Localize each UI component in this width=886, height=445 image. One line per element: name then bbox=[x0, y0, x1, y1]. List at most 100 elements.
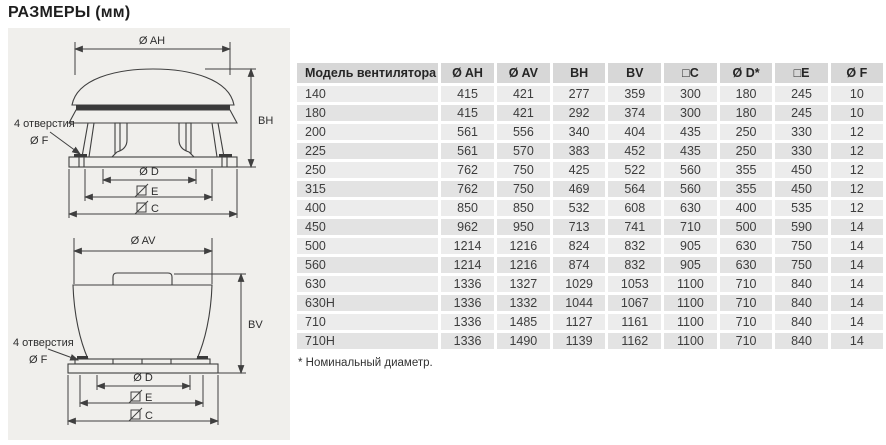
dim-e-top: E bbox=[83, 169, 214, 201]
dim-e-label: E bbox=[151, 186, 158, 198]
value-cell: 355 bbox=[719, 181, 773, 197]
table-row: 200 561 556 340 404 435 250 330 12 bbox=[297, 124, 883, 140]
value-cell: 400 bbox=[719, 200, 773, 216]
model-cell: 710 bbox=[297, 314, 439, 330]
value-cell: 832 bbox=[608, 257, 662, 273]
value-cell: 713 bbox=[552, 219, 606, 235]
value-cell: 359 bbox=[608, 86, 662, 102]
value-cell: 435 bbox=[664, 143, 717, 159]
page-title: РАЗМЕРЫ (мм) bbox=[8, 4, 131, 21]
value-cell: 404 bbox=[608, 124, 662, 140]
value-cell: 750 bbox=[496, 162, 550, 178]
value-cell: 905 bbox=[664, 257, 717, 273]
square-section-icon bbox=[134, 200, 149, 215]
holes-callout-top: 4 отверстия Ø F bbox=[14, 118, 81, 155]
value-cell: 1053 bbox=[608, 276, 662, 292]
value-cell: 840 bbox=[775, 333, 828, 349]
dim-d-top: Ø D bbox=[101, 166, 198, 184]
model-cell: 630 bbox=[297, 276, 439, 292]
holes-label-line1: 4 отверстия bbox=[13, 337, 74, 349]
dim-c-top: C bbox=[67, 169, 239, 218]
value-cell: 245 bbox=[775, 86, 828, 102]
value-cell: 630 bbox=[664, 200, 717, 216]
value-cell: 14 bbox=[830, 333, 883, 349]
dim-d-label: Ø D bbox=[133, 372, 153, 384]
value-cell: 560 bbox=[664, 162, 717, 178]
table-row: 710 1336 1485 1127 1161 1100 710 840 14 bbox=[297, 314, 883, 330]
value-cell: 630 bbox=[719, 238, 773, 254]
dim-d-label: Ø D bbox=[139, 166, 159, 178]
dim-av: Ø AV bbox=[72, 235, 214, 284]
value-cell: 1214 bbox=[441, 238, 494, 254]
value-cell: 750 bbox=[775, 257, 828, 273]
table-row: 500 1214 1216 824 832 905 630 750 14 bbox=[297, 238, 883, 254]
value-cell: 710 bbox=[719, 333, 773, 349]
value-cell: 1139 bbox=[552, 333, 606, 349]
fan-body bbox=[72, 284, 213, 360]
dim-bh: BH bbox=[205, 67, 273, 169]
value-cell: 300 bbox=[664, 86, 717, 102]
base-plate bbox=[68, 154, 238, 168]
value-cell: 564 bbox=[608, 181, 662, 197]
fan-skirt bbox=[68, 109, 238, 124]
value-cell: 710 bbox=[664, 219, 717, 235]
value-cell: 570 bbox=[496, 143, 550, 159]
model-cell: 315 bbox=[297, 181, 439, 197]
fan-rim bbox=[76, 105, 230, 110]
fan-cap bbox=[112, 272, 173, 286]
value-cell: 710 bbox=[719, 314, 773, 330]
value-cell: 522 bbox=[608, 162, 662, 178]
model-cell: 200 bbox=[297, 124, 439, 140]
dim-c-label: C bbox=[151, 203, 159, 215]
dim-e-bottom: E bbox=[78, 375, 205, 407]
model-cell: 450 bbox=[297, 219, 439, 235]
dim-c-label: C bbox=[145, 410, 153, 422]
table-row: 140 415 421 277 359 300 180 245 10 bbox=[297, 86, 883, 102]
model-cell: 560 bbox=[297, 257, 439, 273]
value-cell: 1336 bbox=[441, 314, 494, 330]
value-cell: 762 bbox=[441, 181, 494, 197]
header-dia-ah: Ø AH bbox=[441, 63, 494, 83]
value-cell: 950 bbox=[496, 219, 550, 235]
value-cell: 840 bbox=[775, 295, 828, 311]
value-cell: 14 bbox=[830, 276, 883, 292]
value-cell: 850 bbox=[496, 200, 550, 216]
value-cell: 425 bbox=[552, 162, 606, 178]
value-cell: 561 bbox=[441, 124, 494, 140]
holes-callout-bottom: 4 отверстия Ø F bbox=[13, 337, 80, 366]
value-cell: 710 bbox=[719, 276, 773, 292]
value-cell: 874 bbox=[552, 257, 606, 273]
value-cell: 1044 bbox=[552, 295, 606, 311]
value-cell: 330 bbox=[775, 143, 828, 159]
header-dia-d: Ø D* bbox=[719, 63, 773, 83]
header-bh: BH bbox=[552, 63, 606, 83]
header-dia-av: Ø AV bbox=[496, 63, 550, 83]
value-cell: 415 bbox=[441, 86, 494, 102]
value-cell: 450 bbox=[775, 162, 828, 178]
value-cell: 750 bbox=[496, 181, 550, 197]
table-row: 225 561 570 383 452 435 250 330 12 bbox=[297, 143, 883, 159]
value-cell: 590 bbox=[775, 219, 828, 235]
value-cell: 608 bbox=[608, 200, 662, 216]
model-cell: 630H bbox=[297, 295, 439, 311]
value-cell: 12 bbox=[830, 181, 883, 197]
value-cell: 12 bbox=[830, 143, 883, 159]
value-cell: 832 bbox=[608, 238, 662, 254]
header-dia-f: Ø F bbox=[830, 63, 883, 83]
value-cell: 12 bbox=[830, 162, 883, 178]
value-cell: 850 bbox=[441, 200, 494, 216]
value-cell: 12 bbox=[830, 200, 883, 216]
value-cell: 532 bbox=[552, 200, 606, 216]
value-cell: 710 bbox=[719, 295, 773, 311]
header-sq-e: □E bbox=[775, 63, 828, 83]
value-cell: 1216 bbox=[496, 238, 550, 254]
value-cell: 415 bbox=[441, 105, 494, 121]
value-cell: 421 bbox=[496, 86, 550, 102]
value-cell: 561 bbox=[441, 143, 494, 159]
value-cell: 277 bbox=[552, 86, 606, 102]
value-cell: 741 bbox=[608, 219, 662, 235]
value-cell: 556 bbox=[496, 124, 550, 140]
table-row: 560 1214 1216 874 832 905 630 750 14 bbox=[297, 257, 883, 273]
bottom-view-drawing: Ø AV BV bbox=[13, 235, 263, 425]
dimension-drawings-panel: Ø AH bbox=[8, 28, 290, 440]
